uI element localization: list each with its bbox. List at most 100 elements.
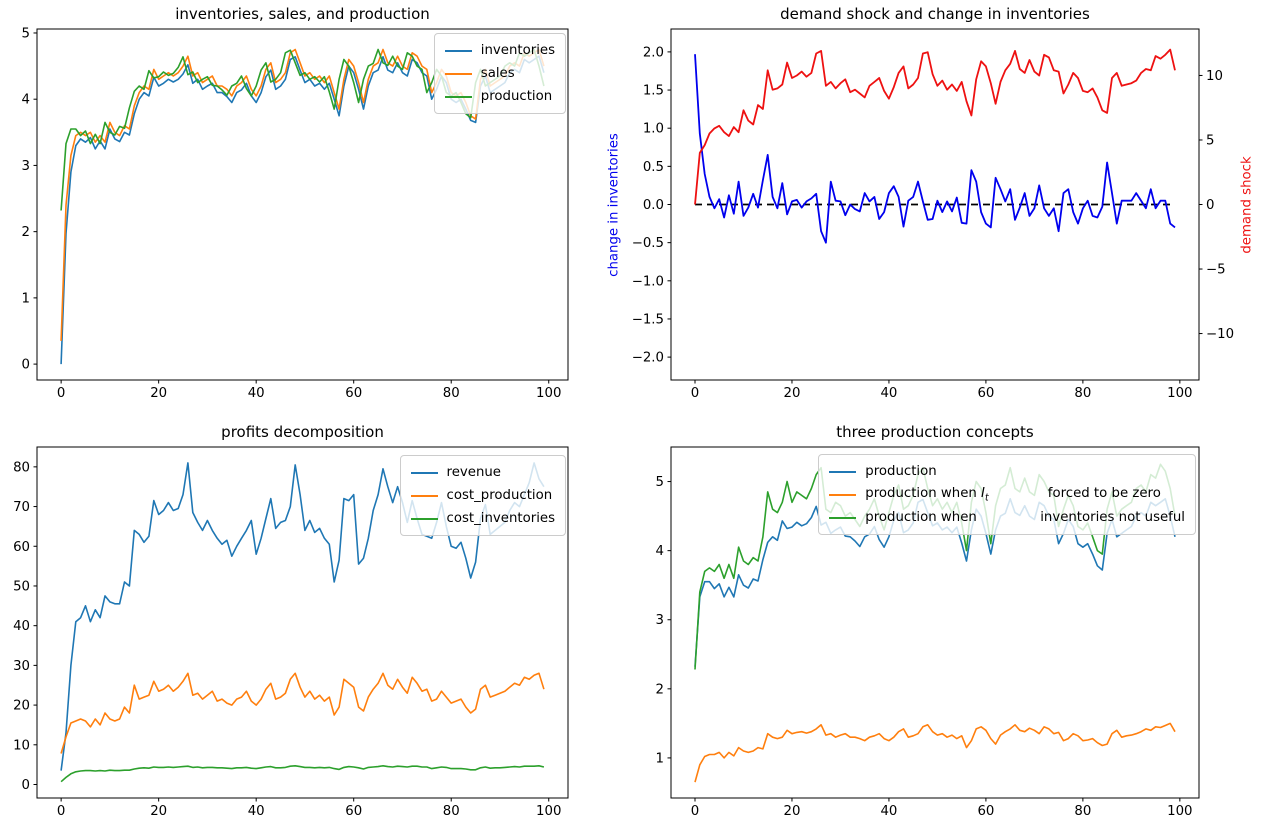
legend-item: production (829, 460, 1185, 483)
chart-demand-shock-and-change-in-inventories: 0 20 40 60 80 100−2.0−1.5−1.0−0.50.00.51.01.5… (632, 28, 1234, 401)
y-tick-label-right: 5 (1206, 133, 1214, 148)
y-axis-label-change-in-inventories: change in inventories (606, 133, 622, 277)
y-tick-label: 5 (656, 475, 664, 490)
legend-item: production when It forced to be zero (829, 483, 1185, 506)
y-tick-label: 4 (656, 544, 664, 559)
chart-title-demand-shock-change-inventories: demand shock and change in inventories (780, 5, 1090, 23)
y-tick-label-right: 0 (1206, 198, 1214, 213)
y-tick-label: 30 (13, 659, 30, 674)
y-tick-label: 1.5 (643, 84, 664, 99)
y-tick-label: 70 (13, 500, 30, 515)
legend-line-swatch (444, 72, 472, 75)
x-tick-label: 40 (880, 804, 897, 819)
y-tick-label: 3 (656, 613, 664, 628)
x-tick-label: 80 (443, 804, 460, 819)
chart-profits-decomposition: 0 20 40 60 80 100 0 10 20 30 40 50 60 70 80 (13, 446, 569, 819)
y-axis-label-demand-shock: demand shock (1239, 156, 1255, 254)
legend-label: revenue (446, 465, 501, 480)
y-tick-label: 0 (22, 358, 30, 373)
legend-item: production when inventories not useful (829, 506, 1185, 529)
legend-label: production when It forced to be zero (865, 485, 1161, 504)
x-tick-label: 0 (57, 804, 65, 819)
legend-item: cost_production (410, 484, 555, 507)
x-tick-label: 0 (57, 386, 65, 401)
legend-item: revenue (410, 461, 555, 484)
x-tick-label: 40 (248, 386, 265, 401)
legend-label: cost_production (446, 488, 553, 503)
legend-label: production when inventories not useful (865, 510, 1185, 525)
axes-frame (670, 446, 1200, 799)
legend-line-swatch (829, 493, 857, 496)
x-tick-label: 100 (536, 804, 561, 819)
x-tick-label: 80 (443, 386, 460, 401)
legend-line-swatch (829, 516, 857, 519)
legend-profits-decomposition: revenue cost_production cost_inventories (399, 455, 566, 536)
x-tick-label: 0 (691, 386, 699, 401)
x-tick-label: 20 (784, 386, 801, 401)
y-tick-label: −1.5 (632, 312, 664, 327)
chart-title-profits-decomposition: profits decomposition (221, 423, 384, 441)
x-tick-label: 80 (1074, 386, 1091, 401)
y-tick-label: 2 (656, 682, 664, 697)
series-line-cost-inventories (60, 764, 545, 783)
y-tick-label: 0.0 (643, 198, 664, 213)
y-tick-label: 1.0 (643, 122, 664, 137)
y-tick-label: 10 (13, 738, 30, 753)
legend-three-production-concepts: production production when It forced to b… (818, 454, 1196, 535)
x-tick-label: 20 (150, 386, 167, 401)
legend-label: production (480, 89, 553, 104)
chart-title-three-production-concepts: three production concepts (836, 423, 1034, 441)
y-tick-label: 1 (656, 751, 664, 766)
legend-label: sales (480, 66, 515, 81)
series-line-production-when-it-forced-to-be-zero (694, 722, 1176, 783)
y-tick-label-right: 10 (1206, 69, 1223, 84)
y-tick-label: −2.0 (632, 351, 664, 366)
y-tick-label: 1 (22, 291, 30, 306)
y-tick-label: 5 (22, 26, 30, 41)
x-tick-label: 40 (248, 804, 265, 819)
legend-label: production (865, 464, 937, 479)
y-tick-label: −1.0 (632, 274, 664, 289)
x-tick-label: 100 (1167, 804, 1192, 819)
x-tick-label: 100 (1167, 386, 1192, 401)
x-tick-label: 0 (691, 804, 699, 819)
chart-title-inventories-sales-production: inventories, sales, and production (175, 5, 430, 23)
series-line-cost-production (60, 672, 545, 754)
legend-line-swatch (410, 517, 438, 520)
legend-item: production (444, 85, 555, 108)
legend-line-swatch (410, 494, 438, 497)
y-tick-label: 4 (22, 93, 30, 108)
legend-line-swatch (444, 95, 472, 98)
y-tick-label: 0 (22, 778, 30, 793)
x-tick-label: 60 (977, 386, 994, 401)
series-line-demand-shock (694, 48, 1176, 205)
y-tick-label: 0.5 (643, 160, 664, 175)
x-tick-label: 80 (1074, 804, 1091, 819)
y-tick-label: 2 (22, 225, 30, 240)
y-tick-label: 60 (13, 540, 30, 555)
x-tick-label: 60 (345, 386, 362, 401)
legend-label: inventories (480, 43, 555, 58)
y-tick-label: 20 (13, 699, 30, 714)
legend-label: cost_inventories (446, 511, 555, 526)
y-tick-label: 50 (13, 579, 30, 594)
x-tick-label: 40 (880, 386, 897, 401)
series-line-change-in-inventories (694, 54, 1176, 244)
x-tick-label: 20 (150, 804, 167, 819)
y-tick-label: −0.5 (632, 236, 664, 251)
legend-item: cost_inventories (410, 507, 555, 530)
x-tick-label: 20 (784, 804, 801, 819)
y-tick-label: 80 (13, 460, 30, 475)
legend-line-swatch (444, 49, 472, 52)
y-tick-label-right: −5 (1206, 263, 1226, 278)
legend-line-swatch (829, 470, 857, 473)
y-tick-label: 3 (22, 159, 30, 174)
y-tick-label: 40 (13, 619, 30, 634)
legend-item: sales (444, 62, 555, 85)
y-tick-label: 2.0 (643, 45, 664, 60)
y-tick-label-right: −10 (1206, 327, 1234, 342)
legend-line-swatch (410, 471, 438, 474)
axes-frame (36, 446, 569, 799)
